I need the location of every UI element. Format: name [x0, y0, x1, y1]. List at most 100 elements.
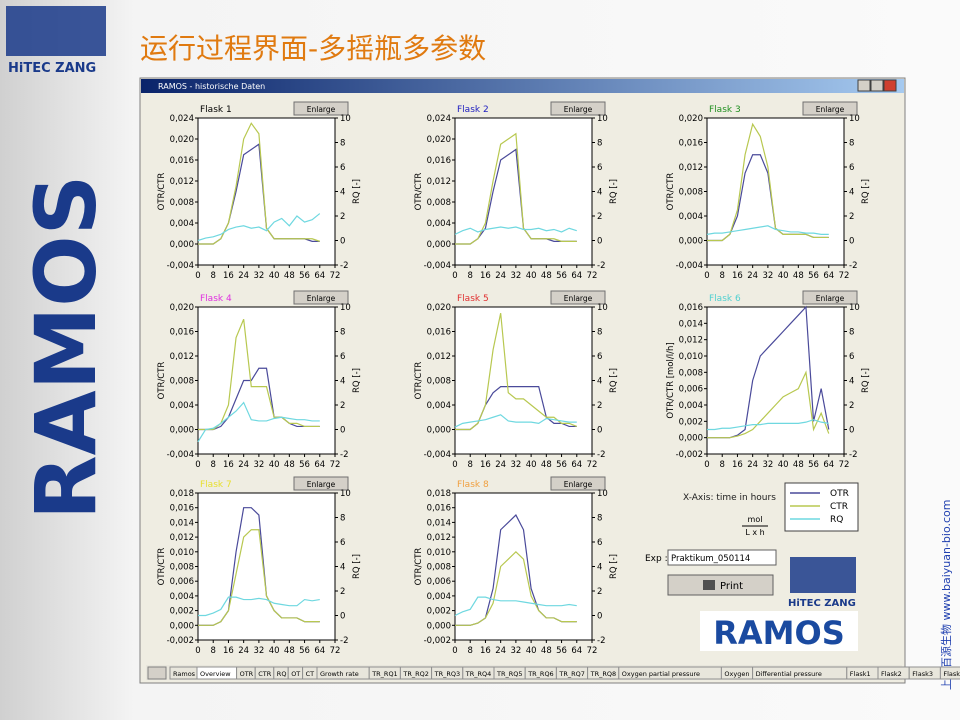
y-tick-label: 0,014: [170, 518, 194, 528]
enlarge-button[interactable]: [293, 290, 349, 305]
x-tick-label: 56: [299, 271, 310, 281]
series-line: [198, 596, 320, 617]
y2-tick-label: 4: [340, 377, 345, 387]
x-tick-label: 24: [495, 646, 506, 656]
y-tick-label: 0,012: [170, 177, 194, 187]
y-tick-label: 0,008: [170, 563, 194, 573]
series-line: [707, 370, 830, 439]
y-tick-label: 0,016: [170, 504, 194, 514]
y-tick-label: 0,004: [427, 592, 451, 602]
enlarge-button[interactable]: [802, 101, 858, 116]
x-tick-label: 24: [238, 646, 249, 656]
tab-label: Flask1: [850, 670, 871, 678]
y-tick-label: 0,012: [679, 336, 703, 346]
y2-tick-label: 10: [849, 114, 860, 124]
tab-label: OTR: [240, 670, 254, 678]
y2-tick-label: 0: [597, 426, 602, 436]
tab-label: Ramos: [173, 670, 196, 678]
tab-label: TR_RQ6: [527, 670, 554, 678]
tab-label: Growth rate: [320, 670, 359, 678]
x-tick-label: 0: [195, 460, 200, 470]
x-tick-label: 40: [778, 460, 789, 470]
x-tick-label: 64: [314, 460, 325, 470]
y-tick-label: 0,008: [427, 377, 451, 387]
x-tick-label: 24: [495, 460, 506, 470]
y-tick-label: 0,020: [427, 135, 451, 145]
y-tick-label: 0,018: [170, 489, 194, 499]
enlarge-label: Enlarge: [307, 105, 336, 114]
y2-tick-label: 4: [597, 377, 602, 387]
x-tick-label: 48: [541, 271, 552, 281]
x-tick-label: 48: [793, 271, 804, 281]
x-axis-note: X-Axis: time in hours: [683, 493, 776, 503]
enlarge-button[interactable]: [802, 290, 858, 305]
series-line: [455, 550, 577, 626]
y2-axis-label: RQ [-]: [861, 368, 871, 393]
x-tick-label: 56: [808, 460, 819, 470]
plot-area: [454, 117, 593, 266]
y-tick-label: 0,016: [427, 156, 451, 166]
print-button[interactable]: [667, 574, 774, 596]
minimize-button[interactable]: [857, 79, 871, 92]
x-tick-label: 0: [452, 271, 457, 281]
y2-tick-label: 8: [597, 514, 602, 524]
x-tick-label: 72: [330, 646, 341, 656]
x-tick-label: 64: [314, 646, 325, 656]
tab-label: CT: [306, 670, 315, 678]
y-tick-label: 0,018: [427, 489, 451, 499]
plot-area: [454, 492, 593, 641]
exp-label: Exp :: [645, 554, 668, 564]
panel-logo: HiTEC ZANG: [788, 598, 856, 609]
enlarge-button[interactable]: [550, 290, 606, 305]
y2-tick-label: -2: [597, 261, 605, 271]
y-tick-label: -0,004: [167, 261, 194, 271]
y2-tick-label: 10: [597, 489, 608, 499]
x-tick-label: 32: [762, 460, 773, 470]
y2-tick-label: 2: [340, 401, 345, 411]
print-label: Print: [720, 581, 743, 592]
tab-label: Differential pressure: [756, 670, 822, 678]
enlarge-button[interactable]: [550, 476, 606, 491]
enlarge-button[interactable]: [550, 101, 606, 116]
x-tick-label: 16: [732, 460, 743, 470]
x-tick-label: 64: [823, 460, 834, 470]
y-tick-label: 0,000: [170, 621, 194, 631]
y-tick-label: 0,020: [170, 135, 194, 145]
x-tick-label: 72: [587, 646, 598, 656]
x-tick-label: 8: [468, 646, 473, 656]
tab[interactable]: [939, 666, 960, 680]
x-tick-label: 56: [299, 646, 310, 656]
x-tick-label: 16: [480, 460, 491, 470]
y2-tick-label: 10: [340, 114, 351, 124]
legend-label: OTR: [830, 489, 849, 499]
y-tick-label: 0,004: [170, 401, 194, 411]
enlarge-label: Enlarge: [307, 294, 336, 303]
close-button[interactable]: [883, 79, 897, 92]
enlarge-button[interactable]: [293, 101, 349, 116]
enlarge-button[interactable]: [293, 476, 349, 491]
chart-title: Flask 8: [457, 480, 489, 490]
y-tick-label: 0,012: [427, 533, 451, 543]
exp-input[interactable]: [667, 549, 777, 566]
y-tick-label: 0,020: [170, 303, 194, 313]
series-line: [198, 122, 320, 245]
tab-label: TR_RQ1: [371, 670, 398, 678]
tab-scroll[interactable]: [147, 666, 167, 680]
y-tick-label: 0,012: [170, 352, 194, 362]
x-tick-label: 0: [452, 646, 457, 656]
y2-tick-label: -2: [849, 450, 857, 460]
y-tick-label: 0,012: [427, 177, 451, 187]
maximize-button[interactable]: [870, 79, 884, 92]
y-tick-label: 0,000: [170, 240, 194, 250]
x-tick-label: 40: [778, 271, 789, 281]
y-tick-label: 0,016: [170, 156, 194, 166]
enlarge-label: Enlarge: [564, 480, 593, 489]
y2-tick-label: 6: [849, 163, 854, 173]
y-tick-label: -0,004: [167, 450, 194, 460]
y-tick-label: 0,000: [679, 434, 703, 444]
y-tick-label: 0,016: [679, 303, 703, 313]
y-axis-label: OTR/CTR: [414, 362, 424, 400]
